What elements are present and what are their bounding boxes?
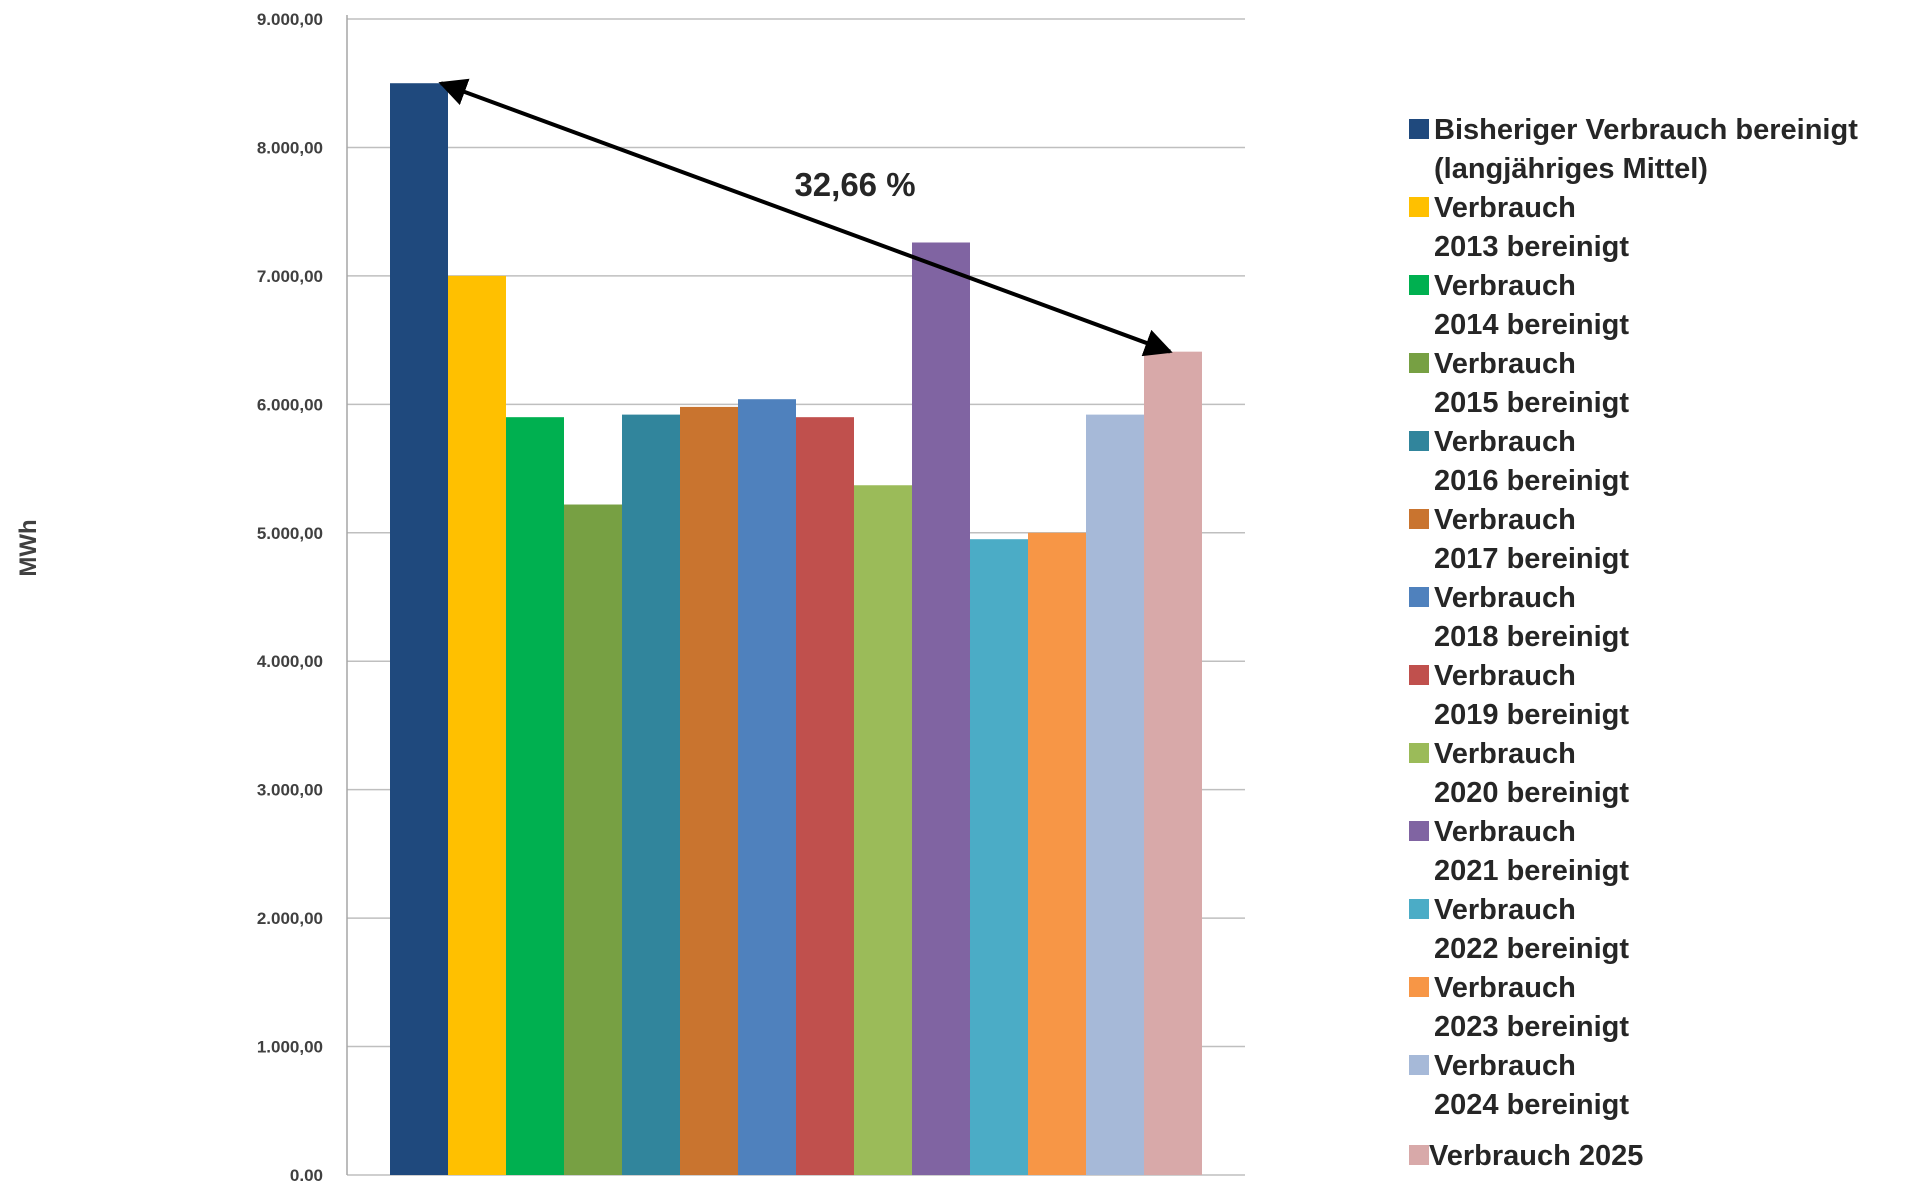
legend-swatch	[1409, 353, 1429, 373]
legend-label: 2024 bereinigt	[1434, 1089, 1629, 1121]
legend-label: Verbrauch	[1434, 972, 1576, 1004]
y-tick-label: 6.000,00	[257, 395, 323, 414]
bar	[912, 242, 970, 1175]
legend-label: 2018 bereinigt	[1434, 621, 1629, 653]
legend-label: (langjähriges Mittel)	[1434, 153, 1708, 185]
y-tick-label: 8.000,00	[257, 138, 323, 157]
y-tick-label: 3.000,00	[257, 781, 323, 800]
legend-swatch	[1409, 977, 1429, 997]
bar	[738, 399, 796, 1175]
legend-label: 2013 bereinigt	[1434, 231, 1629, 263]
legend-swatch	[1409, 509, 1429, 529]
legend-swatch	[1409, 899, 1429, 919]
legend-label: Bisheriger Verbrauch bereinigt	[1434, 114, 1858, 146]
legend-label: Verbrauch	[1434, 504, 1576, 536]
trend-annotation: 32,66 %	[438, 78, 1173, 357]
legend-swatch	[1409, 821, 1429, 841]
legend-label: 2022 bereinigt	[1434, 933, 1629, 965]
legend-swatch	[1409, 1145, 1429, 1165]
legend-label: Verbrauch	[1434, 192, 1576, 224]
legend-swatch	[1409, 1055, 1429, 1075]
bar	[390, 83, 448, 1176]
legend-label: Verbrauch	[1434, 1050, 1576, 1082]
legend-label: Verbrauch	[1434, 582, 1576, 614]
bar	[448, 275, 506, 1175]
legend-label: 2014 bereinigt	[1434, 309, 1629, 341]
legend-label: 2021 bereinigt	[1434, 855, 1629, 887]
y-tick-label: 7.000,00	[257, 267, 323, 286]
bar	[796, 417, 854, 1176]
legend-label: 2019 bereinigt	[1434, 699, 1629, 731]
bar	[680, 406, 738, 1175]
y-tick-label: 1.000,00	[257, 1038, 323, 1057]
annotation-label: 32,66 %	[794, 166, 915, 203]
bar	[506, 417, 564, 1176]
legend-label: 2023 bereinigt	[1434, 1011, 1629, 1043]
y-tick-label: 9.000,00	[257, 10, 323, 29]
trend-arrow	[438, 78, 1173, 357]
legend-swatch	[1409, 587, 1429, 607]
legend-label: Verbrauch 2025	[1429, 1140, 1643, 1172]
bar	[564, 504, 622, 1175]
legend-label: Verbrauch	[1434, 270, 1576, 302]
legend-label: Verbrauch	[1434, 738, 1576, 770]
bars	[390, 83, 1202, 1176]
legend-swatch	[1409, 743, 1429, 763]
legend-label: Verbrauch	[1434, 894, 1576, 926]
y-tick-label: 2.000,00	[257, 909, 323, 928]
y-tick-label: 5.000,00	[257, 524, 323, 543]
y-tick-label: 0,00	[290, 1166, 323, 1181]
y-axis-title: MWh	[15, 519, 42, 576]
legend-swatch	[1409, 275, 1429, 295]
bar	[854, 485, 912, 1176]
bar	[1028, 532, 1086, 1175]
legend-swatch	[1409, 197, 1429, 217]
legend-label: Verbrauch	[1434, 816, 1576, 848]
legend-label: 2015 bereinigt	[1434, 387, 1629, 419]
bar	[622, 414, 680, 1175]
legend: Bisheriger Verbrauch bereinigt (langjähri…	[1409, 114, 1858, 1172]
y-axis: 0,00 1.000,00 2.000,00 3.000,00 4.000,00 5.00…	[15, 10, 348, 1185]
legend-label: Verbrauch	[1434, 348, 1576, 380]
legend-label: 2020 bereinigt	[1434, 777, 1629, 809]
legend-label: 2017 bereinigt	[1434, 543, 1629, 575]
legend-label: 2016 bereinigt	[1434, 465, 1629, 497]
legend-label: Verbrauch	[1434, 426, 1576, 458]
legend-swatch	[1409, 431, 1429, 451]
legend-label: Verbrauch	[1434, 660, 1576, 692]
bar	[1086, 414, 1144, 1175]
legend-swatch	[1409, 119, 1429, 139]
bar	[970, 539, 1028, 1175]
y-tick-label: 4.000,00	[257, 652, 323, 671]
bar	[1144, 351, 1202, 1175]
legend-swatch	[1409, 665, 1429, 685]
